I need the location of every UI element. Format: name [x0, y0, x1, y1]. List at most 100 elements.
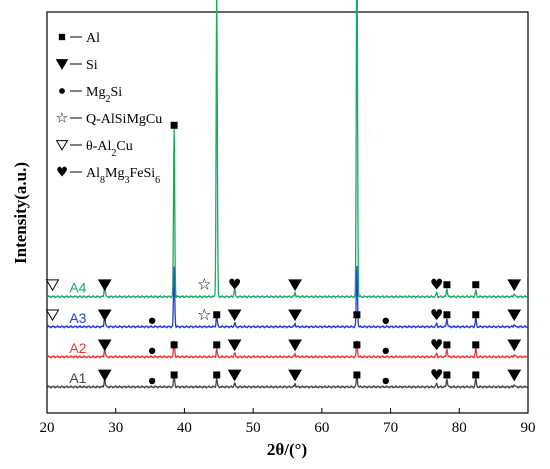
legend-label-part: Cu: [116, 139, 132, 154]
square-marker: [353, 371, 361, 379]
x-tick-label: 70: [383, 420, 398, 436]
square-marker: [213, 371, 221, 379]
triangle-down-marker: [227, 339, 242, 352]
triangle-down-open-marker: [45, 279, 60, 292]
circle-marker: [382, 377, 389, 385]
legend-item: Mg2Si: [59, 85, 122, 105]
heart-marker: ♥: [430, 366, 443, 384]
square-marker: [472, 281, 480, 289]
heart-marker: ♥: [430, 306, 443, 324]
y-axis-title: Intensity(a.u.): [11, 162, 30, 264]
series-line-a2: [46, 340, 529, 359]
triangle-down-marker: [55, 59, 69, 70]
square-marker: [472, 371, 480, 379]
series-label-a1: A1: [69, 370, 86, 386]
square-marker: [443, 371, 451, 379]
triangle-down-open-marker: [45, 309, 60, 322]
triangle-down-marker: [97, 279, 112, 292]
legend-label-part: Al: [86, 31, 100, 46]
triangle-down-marker: [227, 369, 242, 382]
square-marker: [443, 281, 451, 289]
peak-markers: ☆ ♥ ♥ A4 ☆ ♥ A3 ♥ A2 ♥ A1: [45, 121, 522, 386]
circle-marker: [382, 347, 389, 355]
series-line-a3: [46, 266, 529, 329]
series-layer: [46, 0, 529, 389]
legend-label: θ-Al2Cu: [86, 139, 133, 159]
triangle-down-marker: [288, 369, 302, 382]
legend-label: Q-AlSiMgCu: [86, 112, 162, 127]
legend-label-part: Mg: [105, 166, 124, 181]
legend-label-part: FeSi: [129, 166, 155, 181]
legend-label-part: 3: [124, 175, 129, 186]
square-marker: [472, 341, 480, 349]
legend-label: Al8Mg3FeSi6: [86, 166, 160, 186]
square-marker: [443, 341, 451, 349]
circle-marker: [59, 88, 65, 94]
heart-marker: ♥: [56, 165, 68, 181]
x-tick-label: 40: [177, 420, 192, 436]
legend-label-part: Si: [110, 85, 122, 100]
x-ticks: 20 30 40 50 60 70 80 90: [40, 408, 536, 436]
legend-label-part: 2: [111, 148, 116, 159]
legend-label: Mg2Si: [86, 85, 122, 105]
square-marker: [170, 371, 178, 379]
plot-frame: [46, 11, 529, 414]
legend-label-part: 6: [155, 175, 160, 186]
legend-label-part: 2: [105, 94, 110, 105]
legend-label: Si: [86, 58, 98, 73]
star-open-marker: ☆: [197, 305, 211, 324]
x-tick-label: 50: [246, 420, 261, 436]
square-marker: [353, 341, 361, 349]
triangle-down-marker: [288, 339, 302, 352]
square-marker: [170, 121, 178, 129]
heart-marker: ♥: [430, 276, 443, 294]
legend-label-part: Mg: [86, 85, 105, 100]
legend-label-part: 8: [100, 175, 105, 186]
circle-marker: [148, 377, 156, 385]
legend-item: Si: [55, 58, 98, 73]
x-tick-label: 80: [452, 420, 467, 436]
series-line-a4: [46, 0, 529, 299]
square-marker: [213, 341, 221, 349]
heart-marker: ♥: [228, 276, 241, 294]
triangle-down-marker: [507, 279, 522, 292]
legend-item: ☆ Q-AlSiMgCu: [56, 111, 163, 128]
square-marker: [58, 33, 66, 41]
x-tick-label: 90: [521, 420, 536, 436]
legend-label: Al: [86, 31, 100, 46]
legend-label-part: Q-AlSiMgCu: [86, 112, 162, 127]
star-open-marker: ☆: [197, 275, 211, 294]
triangle-down-marker: [507, 309, 522, 322]
square-marker: [170, 341, 178, 349]
square-marker: [472, 311, 480, 319]
triangle-down-marker: [227, 309, 242, 322]
x-tick-label: 30: [108, 420, 123, 436]
triangle-down-marker: [507, 369, 522, 382]
legend-item: ♥ Al8Mg3FeSi6: [56, 165, 160, 186]
legend-item: Al: [58, 31, 100, 46]
square-marker: [353, 311, 361, 319]
circle-marker: [382, 317, 389, 324]
x-tick-label: 20: [40, 420, 55, 436]
series-line-a1: [46, 374, 529, 389]
triangle-down-open-marker: [55, 140, 69, 151]
series-label-a2: A2: [69, 340, 86, 356]
circle-marker: [148, 317, 156, 324]
square-marker: [443, 311, 451, 319]
triangle-down-marker: [97, 309, 112, 322]
triangle-down-marker: [97, 369, 112, 382]
x-tick-label: 60: [314, 420, 329, 436]
triangle-down-marker: [288, 309, 302, 322]
legend-label-part: Al: [86, 166, 100, 181]
star-open-marker: ☆: [56, 111, 69, 127]
circle-marker: [148, 347, 156, 355]
legend-item: θ-Al2Cu: [55, 139, 133, 159]
series-label-a3: A3: [69, 310, 86, 326]
legend-label-part: Si: [86, 58, 98, 73]
legend-label-part: θ-Al: [86, 139, 111, 154]
triangle-down-marker: [288, 279, 302, 292]
square-marker: [213, 311, 221, 319]
x-axis-title: 2θ/(°): [267, 440, 307, 459]
